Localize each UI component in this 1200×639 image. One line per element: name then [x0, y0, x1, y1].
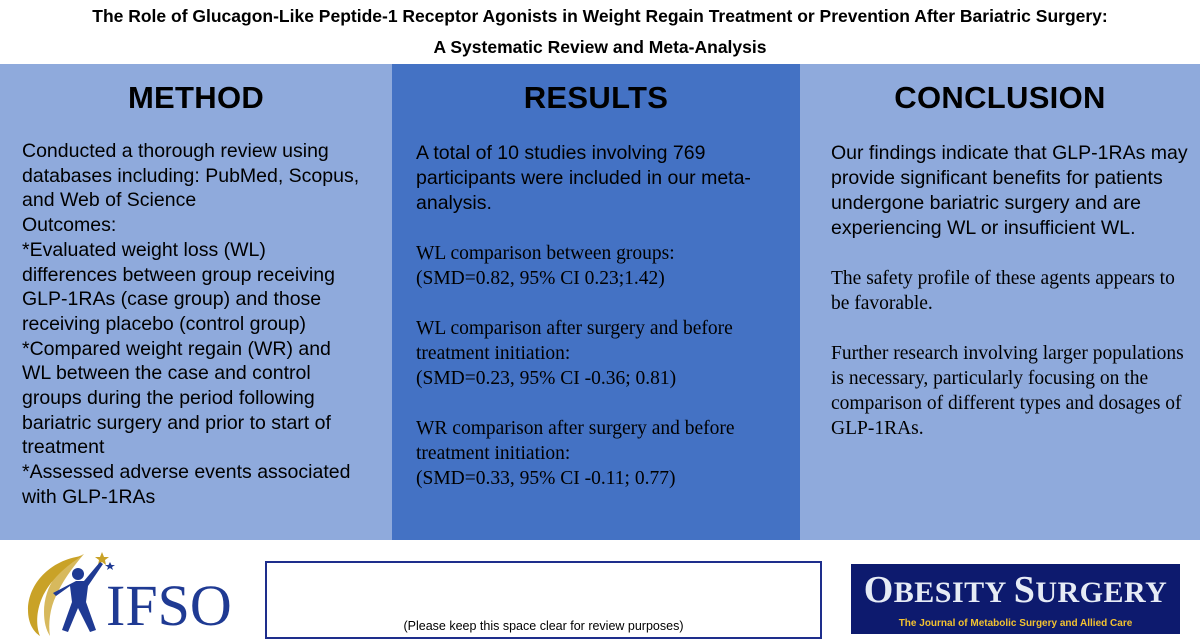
method-heading: METHOD	[127, 80, 265, 115]
conclusion-intro: Our findings indicate that GLP-1RAs may …	[831, 142, 1188, 239]
method-line: bariatric surgery and prior to start of	[22, 411, 331, 434]
review-space-box: (Please keep this space clear for review…	[265, 561, 822, 639]
method-line: *Assessed adverse events associated	[22, 461, 351, 484]
method-line: differences between group receiving	[22, 263, 335, 286]
method-line: and Web of Science	[22, 189, 197, 212]
results-value: (SMD=0.82, 95% CI 0.23;1.42)	[416, 268, 665, 289]
results-intro: A total of 10 studies involving 769 part…	[416, 142, 751, 214]
journal-title-rest: BESITY	[893, 576, 1014, 609]
method-line: GLP-1RAs (case group) and those	[22, 288, 322, 311]
journal-title-rest: URGERY	[1035, 576, 1168, 609]
journal-title: OBESITY SURGERY	[851, 568, 1180, 615]
results-panel: RESULTS A total of 10 studies involving …	[392, 64, 800, 540]
results-block: WL comparison between groups: (SMD=0.82,…	[392, 241, 800, 291]
method-line: *Evaluated weight loss (WL)	[22, 238, 266, 261]
method-line: receiving placebo (control group)	[22, 312, 306, 335]
results-label: WR comparison after surgery and before t…	[416, 418, 735, 464]
conclusion-paragraph: Further research involving larger popula…	[800, 341, 1200, 441]
results-block: WL comparison after surgery and before t…	[392, 316, 800, 391]
poster-title: The Role of Glucagon-Like Peptide-1 Rece…	[0, 0, 1200, 64]
results-heading: RESULTS	[523, 80, 669, 115]
journal-title-letter: S	[1013, 569, 1036, 611]
ifso-emblem-icon	[28, 552, 115, 636]
results-value: (SMD=0.33, 95% CI -0.11; 0.77)	[416, 468, 676, 489]
ifso-logo: IFSO	[20, 550, 245, 636]
method-line: databases including: PubMed, Scopus,	[22, 164, 360, 187]
method-line: WL between the case and control	[22, 362, 311, 385]
conclusion-text: The safety profile of these agents appea…	[831, 268, 1175, 314]
journal-subtitle: The Journal of Metabolic Surgery and All…	[898, 618, 1133, 629]
ifso-wordmark: IFSO	[106, 573, 232, 638]
results-value: (SMD=0.23, 95% CI -0.36; 0.81)	[416, 368, 677, 389]
journal-title-letter: O	[863, 569, 894, 611]
obesity-surgery-logo: OBESITY SURGERY The Journal of Metabolic…	[851, 564, 1180, 634]
conclusion-panel: CONCLUSION Our findings indicate that GL…	[800, 64, 1200, 540]
method-body: Conducted a thorough review using databa…	[0, 139, 392, 510]
method-line: *Compared weight regain (WR) and	[22, 337, 331, 360]
results-label: WL comparison after surgery and before t…	[416, 318, 733, 364]
method-line: with GLP-1RAs	[22, 485, 156, 508]
results-block: WR comparison after surgery and before t…	[392, 416, 800, 491]
method-panel: METHOD Conducted a thorough review using…	[0, 64, 392, 540]
review-note: (Please keep this space clear for review…	[403, 619, 684, 633]
method-line: groups during the period following	[22, 387, 315, 410]
conclusion-text: Further research involving larger popula…	[831, 343, 1184, 439]
method-line: Conducted a thorough review using	[22, 140, 329, 162]
title-line-1: The Role of Glucagon-Like Peptide-1 Rece…	[92, 6, 1108, 26]
conclusion-heading: CONCLUSION	[894, 80, 1106, 115]
results-label: WL comparison between groups:	[416, 243, 675, 264]
footer: IFSO (Please keep this space clear for r…	[0, 540, 1200, 639]
title-line-2: A Systematic Review and Meta-Analysis	[433, 37, 767, 57]
conclusion-paragraph: The safety profile of these agents appea…	[800, 266, 1200, 316]
method-line: Outcomes:	[22, 214, 117, 237]
method-line: treatment	[22, 436, 105, 459]
